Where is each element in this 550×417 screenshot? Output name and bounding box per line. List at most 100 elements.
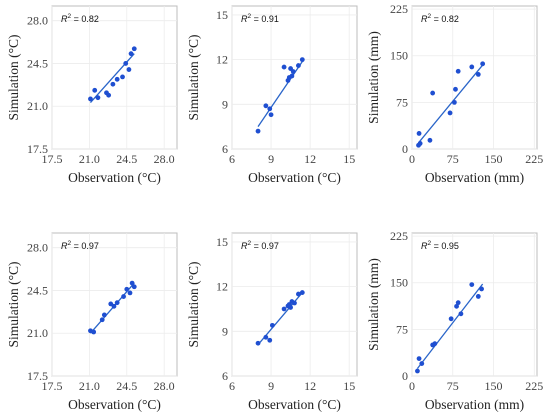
data-point — [110, 81, 116, 87]
x-tick-label: 225 — [525, 152, 543, 166]
x-axis-label: Observation (°C) — [68, 397, 161, 412]
r-squared-label: R2 = 0.97 — [241, 240, 279, 251]
y-tick-label: 15 — [216, 235, 228, 249]
data-point — [263, 334, 269, 340]
data-point — [263, 103, 269, 109]
data-point — [432, 341, 438, 347]
y-tick-label: 15 — [216, 8, 228, 22]
data-point — [451, 99, 457, 105]
data-point — [95, 95, 101, 101]
data-point — [296, 63, 301, 68]
data-point — [288, 66, 293, 71]
x-tick-label: 9 — [268, 152, 274, 166]
y-tick-label: 21.0 — [27, 99, 48, 113]
x-tick-label: 9 — [268, 379, 274, 393]
data-point — [416, 131, 422, 136]
data-point — [255, 128, 261, 134]
x-axis-label: Observation (mm) — [425, 170, 524, 185]
x-tick-label: 150 — [485, 379, 503, 393]
y-tick-label: 28.0 — [27, 14, 48, 28]
x-tick-label: 0 — [409, 152, 415, 166]
y-tick-label: 6 — [222, 369, 228, 383]
data-point — [469, 282, 475, 288]
y-tick-label: 21.0 — [27, 326, 48, 340]
y-tick-label: 9 — [222, 97, 228, 111]
x-tick-label: 75 — [447, 152, 459, 166]
x-tick-label: 150 — [485, 152, 503, 166]
x-tick-label: 24.5 — [116, 152, 137, 166]
r-squared-label: R2 = 0.82 — [421, 13, 459, 24]
data-point — [131, 46, 137, 52]
data-point — [296, 291, 301, 297]
data-point — [128, 51, 134, 57]
y-tick-label: 12 — [216, 53, 228, 67]
data-point — [91, 329, 97, 335]
data-point — [289, 73, 295, 79]
y-tick-label: 12 — [216, 280, 228, 294]
data-point — [479, 286, 484, 292]
x-tick-label: 17.5 — [42, 379, 63, 393]
x-tick-label: 6 — [229, 379, 235, 393]
y-axis-label: Simulation (°C) — [186, 261, 201, 347]
y-tick-label: 225 — [390, 229, 408, 243]
x-tick-label: 17.5 — [42, 152, 63, 166]
data-point — [416, 356, 422, 361]
y-tick-label: 225 — [390, 2, 408, 16]
y-tick-label: 0 — [402, 142, 408, 156]
r-squared-label: R2 = 0.95 — [421, 240, 459, 251]
y-tick-label: 17.5 — [27, 369, 48, 383]
data-point — [269, 322, 275, 328]
data-point — [281, 64, 287, 70]
r-squared-label: R2 = 0.91 — [241, 13, 279, 24]
y-tick-label: 150 — [390, 49, 408, 63]
x-tick-label: 0 — [409, 379, 415, 393]
data-point — [114, 300, 120, 306]
y-tick-label: 24.5 — [27, 56, 48, 70]
data-point — [268, 112, 274, 118]
y-tick-label: 0 — [402, 369, 408, 383]
data-point — [417, 141, 423, 146]
x-tick-label: 12 — [304, 152, 316, 166]
panel-1: 17.5 21.0 24.5 28.0 17.5 21.0 24.5 28.0 Observat… — [6, 5, 178, 185]
x-tick-label: 28.0 — [154, 379, 175, 393]
y-tick-label: 6 — [222, 142, 228, 156]
data-point — [88, 96, 93, 102]
y-axis-label: Simulation (°C) — [6, 34, 21, 120]
data-point — [106, 92, 112, 98]
data-point — [447, 110, 453, 116]
panel-4: 17.5 21.0 24.5 28.0 17.5 21.0 24.5 28.0 Observat… — [6, 232, 178, 412]
data-point — [120, 74, 125, 80]
x-axis-label: Observation (°C) — [248, 397, 341, 412]
x-axis-label: Observation (°C) — [68, 170, 161, 185]
plot-frame — [411, 232, 538, 377]
data-point — [299, 57, 305, 63]
x-tick-label: 6 — [229, 152, 235, 166]
x-tick-label: 21.0 — [79, 379, 100, 393]
x-axis-label: Observation (°C) — [248, 170, 341, 185]
regression-line — [257, 59, 305, 128]
data-point — [126, 67, 132, 72]
y-axis-label: Simulation (mm) — [366, 31, 381, 124]
x-tick-label: 15 — [343, 152, 355, 166]
data-point — [124, 286, 130, 292]
data-point — [299, 290, 305, 295]
x-tick-label: 12 — [304, 379, 316, 393]
y-tick-label: 28.0 — [27, 241, 48, 255]
data-point — [281, 306, 287, 312]
data-point — [292, 300, 297, 306]
data-point — [267, 337, 273, 343]
y-tick-label: 150 — [390, 276, 408, 290]
regression-line — [416, 283, 484, 369]
data-point — [114, 76, 120, 82]
y-tick-label: 9 — [222, 324, 228, 338]
data-point — [92, 87, 98, 93]
r-squared-label: R2 = 0.82 — [61, 13, 99, 24]
data-point — [121, 294, 126, 299]
x-tick-label: 24.5 — [116, 379, 137, 393]
x-tick-label: 75 — [447, 379, 459, 393]
data-point — [427, 137, 433, 143]
data-point — [99, 317, 105, 323]
